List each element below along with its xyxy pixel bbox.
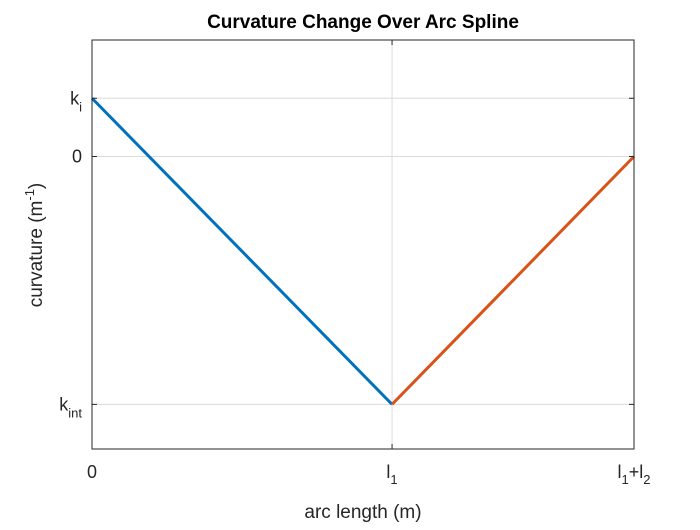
series-lines	[90, 97, 636, 406]
x-tick-label-base2: l	[639, 462, 643, 482]
x-tick-label-plus: +	[629, 462, 640, 482]
x-tick-label-base: 0	[87, 462, 97, 482]
y-axis-label-text: curvature (m	[26, 201, 47, 308]
y-axis-label: curvature (m-1)	[22, 183, 47, 308]
x-tick-label-subscript: 1	[622, 472, 629, 487]
x-tick-label: 0	[87, 462, 97, 482]
x-axis-label-text: arc length (m)	[304, 502, 421, 523]
y-tick-label: 0	[72, 147, 82, 167]
axes-box	[91, 39, 635, 450]
y-tick-label-base: k	[70, 88, 80, 108]
y-tick-label-subscript: i	[79, 99, 82, 114]
y-tick-label: kint	[59, 394, 82, 420]
y-axis-label-close: )	[26, 183, 47, 189]
x-tick-label-subscript: 1	[390, 472, 397, 487]
plot-area	[92, 40, 634, 449]
chart-title: Curvature Change Over Arc Spline	[207, 12, 519, 33]
y-tick-label: ki	[70, 88, 82, 114]
x-tick-label: l1	[386, 462, 397, 487]
x-tick-label: l1+l2	[618, 462, 651, 487]
y-tick-label-base: k	[59, 394, 69, 414]
x-tick-label-base: l	[618, 462, 622, 482]
series-line-1	[90, 97, 394, 406]
x-tick-label-base: l	[386, 462, 390, 482]
tick-marks	[91, 40, 635, 449]
x-axis-label: arc length (m)	[304, 502, 421, 523]
y-axis-label-exponent: -1	[22, 189, 37, 201]
y-tick-label-base: 0	[72, 147, 82, 167]
series-line-2	[390, 155, 636, 406]
x-tick-label-subscript2: 2	[643, 472, 650, 487]
y-tick-label-subscript: int	[68, 405, 82, 420]
